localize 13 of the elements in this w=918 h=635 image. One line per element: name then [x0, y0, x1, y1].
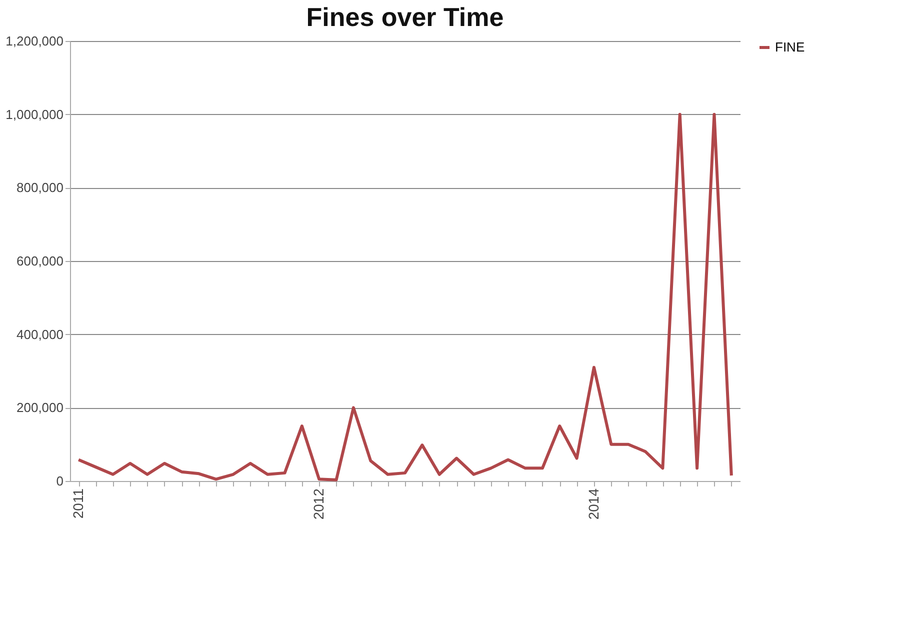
line-series [77, 112, 733, 482]
x-tick-label: 2012 [310, 488, 327, 520]
y-tick-label: 1,000,000 [6, 106, 64, 122]
y-tick-label: 800,000 [16, 180, 64, 196]
x-tick-label: 2011 [70, 488, 86, 519]
y-tick-label: 1,200,000 [6, 34, 64, 48]
y-tick-label: 0 [56, 474, 64, 488]
y-tick-label: 600,000 [16, 254, 64, 268]
x-tick-label: 2014 [585, 488, 602, 520]
chart-title: Fines over Time [306, 2, 504, 32]
y-tick-label: 200,000 [16, 400, 64, 416]
legend-label: FINE [775, 40, 805, 54]
y-tick-label: 400,000 [16, 326, 64, 342]
